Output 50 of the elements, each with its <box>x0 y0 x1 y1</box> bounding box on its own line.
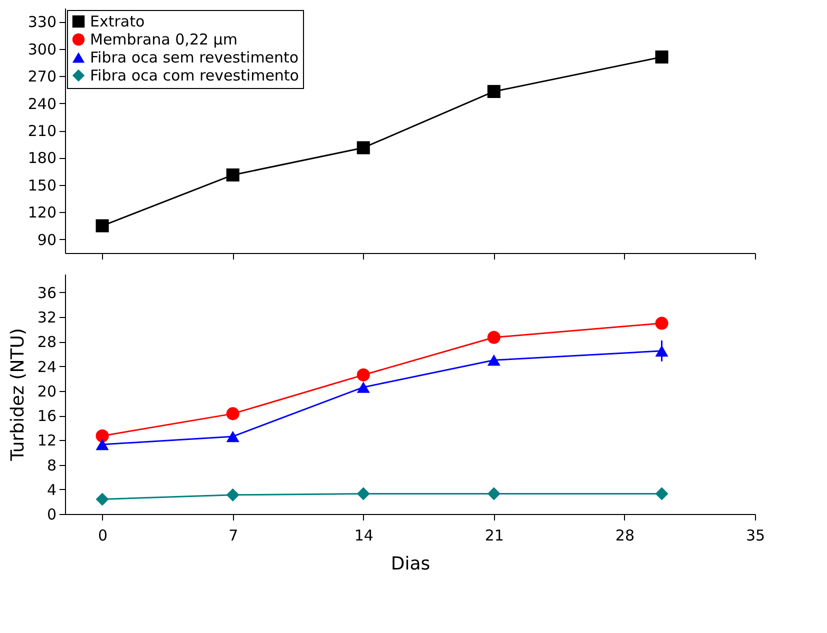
x-axis-title: Dias <box>390 554 430 574</box>
y-tick-label: 36 <box>37 284 56 302</box>
y-tick-label: 240 <box>28 94 56 113</box>
y-tick-label: 24 <box>37 358 56 376</box>
x-tick-label: 21 <box>484 526 504 544</box>
y-tick-label: 330 <box>28 13 56 32</box>
point <box>487 330 500 344</box>
point <box>96 492 109 506</box>
y-tick-label: 28 <box>37 333 56 352</box>
point <box>226 168 240 182</box>
y-tick-label: 150 <box>28 176 56 194</box>
point <box>356 382 370 393</box>
point <box>226 407 240 420</box>
x-tick-label: 35 <box>746 526 766 544</box>
point <box>226 488 240 502</box>
y-tick-label: 210 <box>28 122 56 140</box>
y-tick-label: 270 <box>28 68 56 86</box>
legend-label: Fibra oca sem revestimento <box>90 48 299 66</box>
legend-label: Extrato <box>90 12 145 30</box>
legend-label: Membrana 0,22 µm <box>90 30 238 48</box>
point <box>96 219 109 232</box>
y-tick-label: 120 <box>28 204 56 222</box>
y-tick-label: 8 <box>46 456 56 474</box>
point <box>96 429 109 442</box>
legend-label: Fibra oca com revestimento <box>90 66 299 84</box>
point <box>487 487 500 500</box>
point <box>487 84 500 98</box>
y-tick-label: 32 <box>37 308 56 327</box>
y-tick-label: 16 <box>37 407 56 426</box>
x-tick-label: 7 <box>228 526 238 544</box>
point <box>655 487 668 500</box>
point <box>655 316 668 330</box>
y-tick-label: 4 <box>46 480 56 499</box>
y-tick-label: 12 <box>37 432 56 450</box>
point <box>226 430 240 442</box>
y-axis-title: Turbidez (NTU) <box>7 328 28 462</box>
x-tick-label: 14 <box>354 526 374 544</box>
y-tick-label: 0 <box>46 506 56 524</box>
point <box>356 368 370 382</box>
y-tick-label: 180 <box>28 149 56 168</box>
y-tick-label: 300 <box>28 40 56 58</box>
x-tick-label: 28 <box>615 526 635 544</box>
point <box>96 438 109 450</box>
point <box>655 50 668 64</box>
x-tick-label: 0 <box>98 526 108 544</box>
point <box>356 141 370 154</box>
y-tick-label: 90 <box>37 230 56 249</box>
y-tick-label: 20 <box>37 382 56 400</box>
point <box>487 354 500 366</box>
point <box>356 487 370 500</box>
